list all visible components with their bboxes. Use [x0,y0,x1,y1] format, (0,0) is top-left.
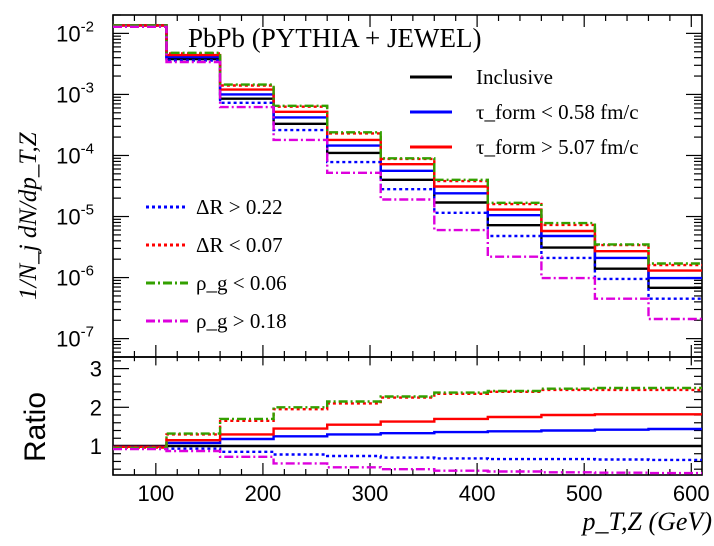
x-tick-label: 100 [137,481,174,506]
y-tick-label: 10-5 [56,202,94,230]
x-tick-label: 400 [459,481,496,506]
top-y-axis-title: 1/N_j dN/dp_T,Z [15,131,42,300]
ratio-series-form-5-07-fm-c [113,413,702,448]
top-axis-ticks [112,14,702,358]
ratio-series-r-0-07 [113,388,702,449]
ratio-y-tick-label: 3 [90,357,102,382]
legend-label: ΔR > 0.22 [196,195,283,219]
x-tick-label: 600 [673,481,710,506]
spectrum-series-g-0-18 [113,25,702,321]
ratio-series-group [113,386,702,475]
x-tick-label: 500 [566,481,603,506]
ratio-plot-frame [112,356,703,476]
x-axis-title: p_T,Z (GeV) [580,507,712,536]
y-tick-label: 10-2 [56,18,94,46]
legend-top-right: Inclusive τ_form < 0.58 fm/c τ_form > 5.07… [410,65,639,159]
ratio-series-g-0-18 [113,447,702,475]
ratio-series-g-0-06 [113,386,702,450]
legend-label: τ_form > 5.07 fm/c [476,135,639,159]
ratio-series-form-0-58-fm-c [113,427,702,448]
top-y-tick-labels: 10-7 10-6 10-5 10-4 10-3 10-2 [56,18,94,351]
top-plot-frame [112,14,703,358]
legend-bottom-left: ΔR > 0.22 ΔR < 0.07 ρ_g < 0.06 ρ_g > 0.18 [146,195,287,333]
chart-title: PbPb (PYTHIA + JEWEL) [188,23,481,53]
ratio-axis-ticks [112,357,702,475]
ratio-y-axis-title: Ratio [19,392,52,462]
legend-label: ρ_g < 0.06 [196,271,287,295]
legend-label: Inclusive [476,65,553,89]
y-tick-label: 10-6 [56,263,94,291]
legend-label: τ_form < 0.58 fm/c [476,100,639,124]
top-series-group [113,24,702,321]
ratio-series-r-0-22 [113,445,702,462]
x-tick-labels: 100 200 300 400 500 600 [137,481,709,506]
x-tick-label: 300 [352,481,389,506]
y-tick-label: 10-3 [56,79,94,107]
x-tick-label: 200 [245,481,282,506]
ratio-y-tick-label: 1 [90,434,102,459]
y-tick-label: 10-7 [56,324,94,352]
legend-label: ρ_g > 0.18 [196,309,287,333]
y-tick-label: 10-4 [56,140,94,168]
ratio-y-tick-label: 2 [90,395,102,420]
ratio-y-tick-labels: 1 2 3 [90,357,102,459]
spectrum-series-g-0-06 [113,24,702,265]
legend-label: ΔR < 0.07 [196,233,283,257]
